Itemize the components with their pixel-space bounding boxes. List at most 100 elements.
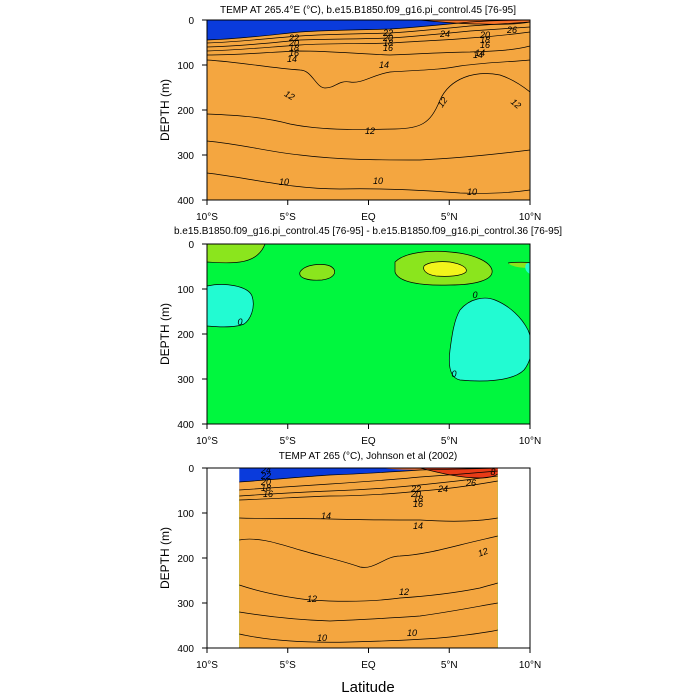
contour-label: 14 [379, 60, 389, 70]
contour-line [207, 21, 530, 44]
contour-line [239, 517, 498, 522]
panel-observed-temperature: TEMP AT 265 (°C), Johnson et al (2002) [158, 451, 541, 671]
y-tick-label: 100 [177, 509, 194, 520]
contour-label: 16 [413, 499, 423, 509]
contour-label: 20 [260, 477, 271, 487]
panel-2-contour-lines [207, 244, 530, 382]
y-tick-label: 0 [188, 464, 194, 475]
x-tick-label: 5°S [280, 436, 297, 447]
contour-label: 14 [287, 54, 297, 64]
diff-positive-west [207, 244, 265, 263]
contour-line [419, 468, 498, 479]
contour-line [423, 261, 467, 277]
contour-label: 26 [465, 478, 476, 488]
panel-2-y-axis: 0 100 200 300 400 DEPTH (m) [158, 240, 207, 431]
x-tick-label: 10°N [519, 660, 541, 671]
x-tick-label: 10°S [196, 212, 218, 223]
contour-line [239, 535, 498, 568]
x-tick-label: 10°N [519, 436, 541, 447]
x-axis-title: Latitude [341, 679, 394, 696]
contour-label: 0 [451, 369, 456, 379]
y-tick-label: 300 [177, 151, 194, 162]
band-28 [420, 468, 498, 478]
contour-label: 24 [260, 465, 271, 475]
contour-label: 14 [475, 48, 485, 58]
contour-line [207, 140, 530, 161]
panel-3-field: 24 22 20 18 16 14 14 12 12 12 10 10 22 2… [239, 465, 498, 648]
panel-3-contour-lines [239, 468, 498, 643]
y-tick-label: 400 [177, 644, 194, 655]
panel-3-x-axis: 10°S 5°S EQ 5°N 10°N [196, 648, 541, 671]
x-tick-label: 5°S [280, 212, 297, 223]
panel-3-title: TEMP AT 265 (°C), Johnson et al (2002) [279, 451, 458, 462]
x-tick-label: 5°N [441, 660, 458, 671]
contour-label: 22 [260, 471, 271, 481]
panel-1-y-ticks [202, 19, 207, 201]
contour-line [448, 297, 530, 382]
diff-positive-northeast [508, 262, 530, 268]
x-tick-label: EQ [361, 212, 376, 223]
contour-label: 26 [506, 25, 517, 35]
panel-1-y-axis: 0 100 200 300 400 DEPTH (m) [158, 16, 207, 207]
contour-label: 12 [307, 594, 317, 604]
contour-label: 18 [480, 35, 490, 45]
y-tick-label: 0 [188, 240, 194, 251]
contour-label: 12 [477, 546, 490, 559]
contour-label: 20 [410, 489, 421, 499]
x-tick-label: 10°S [196, 436, 218, 447]
y-tick-label: 100 [177, 285, 194, 296]
panel-2-field: 0 0 0 [207, 244, 530, 424]
contour-line [394, 250, 493, 286]
contour-line [207, 26, 530, 48]
panel-3-y-label: DEPTH (m) [158, 527, 172, 589]
panel-3-y-ticks [202, 467, 207, 649]
contour-line [239, 470, 498, 491]
y-tick-label: 400 [177, 196, 194, 207]
x-tick-label: EQ [361, 436, 376, 447]
panel-1-x-ticks [206, 200, 531, 205]
contour-label: 18 [413, 494, 423, 504]
panel-3-contour-labels: 24 22 20 18 16 14 14 12 12 12 10 10 22 2… [260, 465, 496, 643]
contour-label: 14 [413, 521, 423, 531]
panel-1-title: TEMP AT 265.4°E (°C), b.e15.B1850.f09_g1… [220, 5, 516, 16]
panel-1-y-label: DEPTH (m) [158, 79, 172, 141]
diff-negative-edge [525, 262, 530, 274]
panel-1-contour-lines [207, 20, 530, 194]
contour-label: 18 [289, 43, 299, 53]
panel-difference: b.e15.B1850.f09_g16.pi_control.45 [76-95… [158, 226, 562, 447]
contour-line [239, 468, 498, 483]
contour-label: 20 [382, 33, 393, 43]
panel-3-x-ticks [206, 648, 531, 653]
contour-line [239, 602, 498, 622]
contour-label: 14 [321, 511, 331, 521]
contour-label: 24 [439, 29, 450, 39]
x-tick-label: 5°S [280, 660, 297, 671]
contour-label: 12 [509, 97, 523, 111]
diff-negative-north [449, 298, 530, 381]
panel-2-y-label: DEPTH (m) [158, 303, 172, 365]
band-24 [239, 468, 498, 648]
diff-positive-4s [299, 264, 335, 281]
panel-2-x-ticks [206, 424, 531, 429]
diff-maximum-north [423, 261, 467, 277]
contour-label: 10 [407, 628, 417, 638]
contour-label: 12 [283, 89, 297, 103]
y-tick-label: 300 [177, 599, 194, 610]
panel-1-contour-labels: 22 20 18 16 14 14 14 12 12 12 12 10 10 1… [279, 25, 523, 197]
panel-3-y-axis: 0 100 200 300 400 DEPTH (m) [158, 464, 207, 655]
contour-line [207, 73, 530, 130]
contour-label: 12 [399, 587, 409, 597]
x-tick-label: EQ [361, 660, 376, 671]
contour-label: 18 [383, 38, 393, 48]
contour-label: 18 [261, 483, 271, 493]
band-24 [207, 20, 530, 200]
contour-line [207, 284, 254, 328]
panel-1-field: 22 20 18 16 14 14 14 12 12 12 12 10 10 1… [207, 20, 530, 200]
contour-label: 14 [473, 50, 483, 60]
contour-label: 24 [437, 484, 448, 494]
contour-label: 22 [410, 484, 421, 494]
y-tick-label: 200 [177, 554, 194, 565]
contour-line [239, 480, 498, 501]
contour-label: 10 [317, 633, 327, 643]
